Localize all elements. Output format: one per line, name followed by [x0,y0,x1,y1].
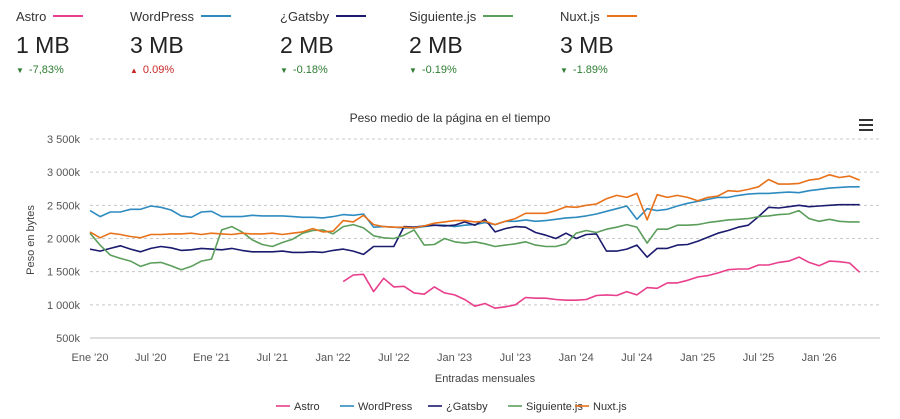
metric-size: 2 MB [409,32,463,58]
metric-delta: ▲ 0.09% [130,64,250,76]
legend-item-label: ¿Gatsby [446,401,488,413]
y-tick-label: 500k [56,333,80,345]
y-tick-label: 1 500k [47,267,81,279]
y-tick-label: 3 500k [47,134,81,146]
x-axis-label: Entradas mensuales [435,373,536,385]
x-tick-label: Ene '20 [72,352,109,364]
x-tick-label: Jan '22 [316,352,351,364]
metric-name: Astro [16,8,47,24]
x-tick-label: Jul '21 [257,352,288,364]
series-line--gatsby[interactable] [89,203,860,258]
x-tick-label: Jan '23 [437,352,472,364]
legend-item-label: Siguiente.js [526,401,583,413]
metric-delta-value: -0.19% [421,64,457,76]
metric-1: WordPress 3 MB ▲ 0.09% [130,6,250,76]
metric-0: Astro 1 MB ▼ -7,83% [16,6,136,76]
y-axis-label: Peso en bytes [25,205,37,275]
arrow-down-icon: ▼ [280,65,288,75]
x-tick-label: Jan '26 [802,352,837,364]
metric-color-swatch [53,15,84,17]
y-tick-label: 1 000k [47,300,81,312]
x-tick-label: Jul '25 [743,352,774,364]
page-weight-chart: Peso medio de la página en el tiempo 500k… [25,111,880,413]
x-tick-label: Jul '24 [621,352,652,364]
y-tick-label: 2 500k [47,200,81,212]
metric-color-swatch [483,15,514,17]
metrics-summary: Astro 1 MB ▼ -7,83% WordPress 3 MB ▲ 0.09% ¿Gats… [0,0,900,90]
metric-color-swatch [201,15,232,17]
series-line-siguiente-js[interactable] [89,209,860,271]
metric-color-swatch [606,15,637,17]
metric-name: ¿Gatsby [280,8,330,24]
x-tick-label: Ene '21 [193,352,230,364]
metric-color-swatch [336,15,367,17]
series-line-astro[interactable] [342,256,861,309]
metric-2: ¿Gatsby 2 MB ▼ -0.18% [280,6,400,76]
metric-3: Siguiente.js 2 MB ▼ -0.19% [409,6,529,76]
metric-delta: ▼ -0.18% [280,64,400,76]
metric-delta-value: 0.09% [142,64,175,76]
metric-delta-value: -1.89% [572,64,608,76]
metric-delta: ▼ -0.19% [409,64,529,76]
x-tick-label: Jul '22 [378,352,409,364]
metric-size: 2 MB [280,32,334,58]
metric-name: WordPress [130,8,195,24]
metric-size: 3 MB [130,32,184,58]
arrow-down-icon: ▼ [16,65,24,75]
chart-menu-icon[interactable] [859,119,873,131]
metric-size: 1 MB [16,32,70,58]
arrow-up-icon: ▲ [130,65,138,75]
chart-title: Peso medio de la página en el tiempo [350,111,551,125]
y-tick-label: 2 000k [47,234,81,246]
metric-delta: ▼ -1.89% [560,64,680,76]
metric-name: Nuxt.js [560,8,600,24]
legend-item-label: Astro [294,401,320,413]
y-tick-label: 3 000k [47,167,81,179]
legend-item-label: WordPress [358,401,413,413]
metric-4: Nuxt.js 3 MB ▼ -1.89% [560,6,680,76]
legend-item-label: Nuxt.js [593,401,627,413]
x-tick-label: Jan '25 [680,352,715,364]
arrow-down-icon: ▼ [409,65,417,75]
x-tick-label: Jul '20 [135,352,166,364]
series-line-nuxt-js[interactable] [89,174,860,239]
metric-delta: ▼ -7,83% [16,64,136,76]
x-tick-label: Jan '24 [559,352,594,364]
metric-delta-value: -0.18% [292,64,328,76]
metric-size: 3 MB [560,32,614,58]
metric-name: Siguiente.js [409,8,477,24]
x-tick-label: Jul '23 [500,352,531,364]
arrow-down-icon: ▼ [560,65,568,75]
metric-delta-value: -7,83% [28,64,64,76]
